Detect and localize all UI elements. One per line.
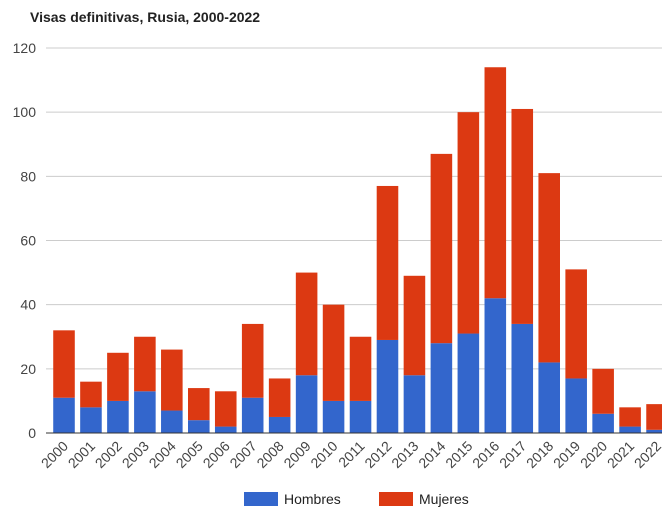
y-tick-label-0: 0 (28, 425, 36, 441)
x-tick-label-2007: 2007 (226, 438, 259, 471)
y-tick-label-100: 100 (13, 104, 37, 120)
bar-mujeres-2015 (457, 112, 480, 334)
bar-mujeres-2009 (295, 272, 318, 376)
x-tick-label-2021: 2021 (604, 438, 637, 471)
bar-hombres-2019 (565, 378, 587, 433)
x-tick-label-2008: 2008 (253, 438, 286, 471)
bar-mujeres-2003 (134, 336, 156, 392)
legend-swatch-hombres (244, 492, 278, 506)
bar-mujeres-2007 (241, 323, 264, 398)
x-tick-label-2022: 2022 (631, 438, 662, 471)
x-tick-label-2004: 2004 (146, 438, 179, 471)
bar-mujeres-2021 (619, 407, 641, 427)
x-tick-label-2014: 2014 (415, 438, 448, 471)
x-tick-label-2017: 2017 (496, 438, 529, 471)
bar-mujeres-2020 (592, 368, 614, 414)
bar-hombres-2006 (214, 426, 237, 433)
bar-mujeres-2008 (268, 378, 291, 417)
bar-mujeres-2016 (484, 67, 507, 299)
bar-hombres-2008 (268, 416, 291, 433)
bar-hombres-2011 (349, 400, 372, 433)
legend-label-hombres: Hombres (284, 491, 341, 507)
bar-mujeres-2017 (511, 108, 534, 324)
y-tick-label-40: 40 (20, 297, 36, 313)
bar-mujeres-2011 (349, 336, 372, 401)
bar-mujeres-2010 (322, 304, 345, 401)
chart-title: Visas definitivas, Rusia, 2000-2022 (30, 9, 260, 25)
y-tick-label-20: 20 (20, 361, 36, 377)
y-tick-label-60: 60 (20, 233, 36, 249)
bar-mujeres-2019 (565, 269, 587, 379)
bar-mujeres-2013 (403, 275, 426, 376)
legend-swatch-mujeres (379, 492, 413, 506)
x-tick-label-2020: 2020 (577, 438, 610, 471)
bar-mujeres-2002 (107, 352, 129, 401)
bar-hombres-2005 (188, 420, 210, 433)
bar-hombres-2021 (619, 426, 641, 433)
x-tick-label-2003: 2003 (119, 438, 152, 471)
bar-hombres-2002 (107, 400, 129, 433)
x-tick-label-2019: 2019 (550, 438, 583, 471)
bar-mujeres-2001 (80, 381, 102, 408)
legend-label-mujeres: Mujeres (419, 491, 469, 507)
bar-mujeres-2005 (188, 388, 210, 421)
x-tick-label-2012: 2012 (361, 438, 394, 471)
bar-mujeres-2012 (376, 185, 399, 340)
bar-hombres-2017 (511, 323, 534, 433)
bar-mujeres-2000 (53, 330, 75, 398)
bar-hombres-2013 (403, 375, 426, 433)
bar-hombres-2003 (134, 391, 156, 433)
legend: Hombres Mujeres (244, 491, 469, 507)
x-tick-label-2005: 2005 (173, 438, 206, 471)
bar-hombres-2016 (484, 298, 507, 433)
bar-mujeres-2018 (538, 173, 560, 363)
y-axis-ticks: 0 20 40 60 80 100 120 (13, 40, 37, 441)
bar-hombres-2010 (322, 400, 345, 433)
y-tick-label-80: 80 (20, 168, 36, 184)
bar-hombres-2014 (430, 343, 453, 433)
y-tick-label-120: 120 (13, 40, 37, 56)
bars (53, 67, 662, 433)
x-tick-label-2013: 2013 (388, 438, 421, 471)
x-tick-label-2010: 2010 (307, 438, 340, 471)
bar-hombres-2012 (376, 339, 399, 433)
x-tick-label-2001: 2001 (65, 438, 98, 471)
x-tick-label-2000: 2000 (38, 438, 71, 471)
x-tick-label-2006: 2006 (200, 438, 233, 471)
x-tick-label-2018: 2018 (523, 438, 556, 471)
bar-hombres-2018 (538, 362, 560, 433)
x-tick-label-2002: 2002 (92, 438, 125, 471)
bar-hombres-2020 (592, 413, 614, 433)
bar-mujeres-2006 (214, 391, 237, 427)
x-tick-label-2015: 2015 (442, 438, 475, 471)
x-axis-ticks: 2000200120022003200420052006200720082009… (38, 438, 662, 471)
bar-hombres-2009 (295, 375, 318, 433)
bar-mujeres-2014 (430, 153, 453, 344)
bar-hombres-2022 (646, 429, 662, 433)
bar-mujeres-2004 (161, 349, 183, 411)
x-tick-label-2009: 2009 (280, 438, 313, 471)
bar-hombres-2001 (80, 407, 102, 433)
x-tick-label-2011: 2011 (335, 438, 368, 471)
x-tick-label-2016: 2016 (469, 438, 502, 471)
bar-hombres-2000 (53, 397, 75, 433)
bar-hombres-2015 (457, 333, 480, 433)
bar-hombres-2007 (241, 397, 264, 433)
bar-hombres-2004 (161, 410, 183, 433)
bar-mujeres-2022 (646, 404, 662, 430)
